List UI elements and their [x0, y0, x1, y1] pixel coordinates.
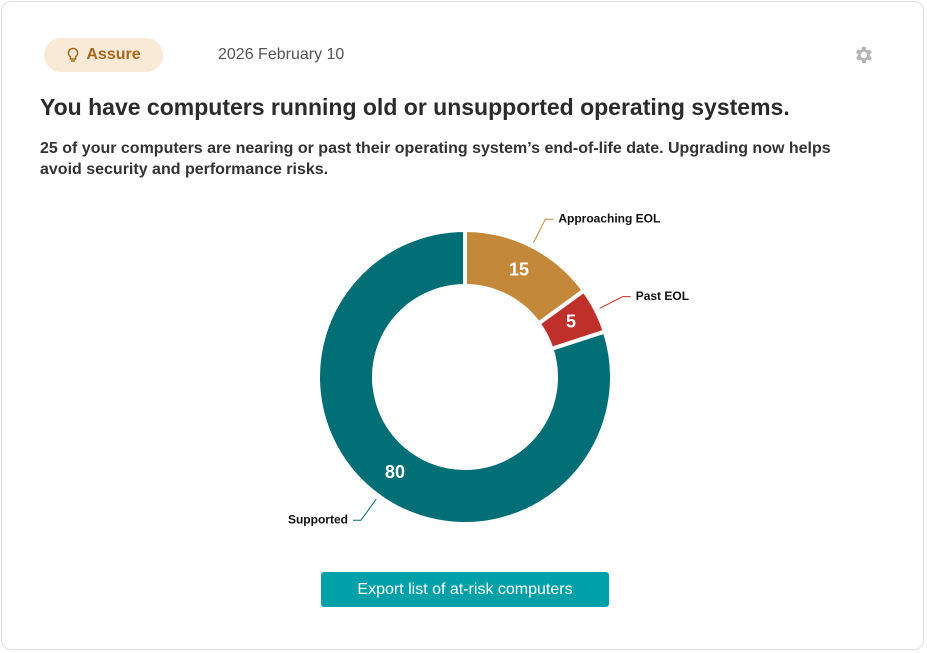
value-label: 80: [385, 462, 405, 482]
title: You have computers running old or unsupp…: [40, 94, 790, 120]
settings-icon[interactable]: [852, 44, 874, 66]
leader-line: [352, 498, 377, 521]
donut-chart: 15 Approaching EOL 5 Past EOL 80 Supported: [288, 211, 689, 526]
leader-line: [533, 218, 554, 243]
leader-line: [599, 296, 631, 309]
badge-label: Assure: [86, 46, 141, 63]
category-label: Supported: [288, 512, 348, 526]
export-button[interactable]: Export list of at-risk computers: [321, 572, 609, 607]
category-label: Approaching EOL: [558, 211, 660, 225]
bulb-icon: [68, 47, 79, 62]
date: 2026 February 10: [218, 46, 345, 63]
category-label: Past EOL: [636, 289, 689, 303]
description: 25 of your computers are nearing or past…: [40, 140, 831, 178]
badge: Assure: [44, 38, 163, 72]
value-label: 15: [509, 260, 529, 280]
donut-segment: [316, 227, 614, 526]
value-label: 5: [566, 312, 576, 332]
